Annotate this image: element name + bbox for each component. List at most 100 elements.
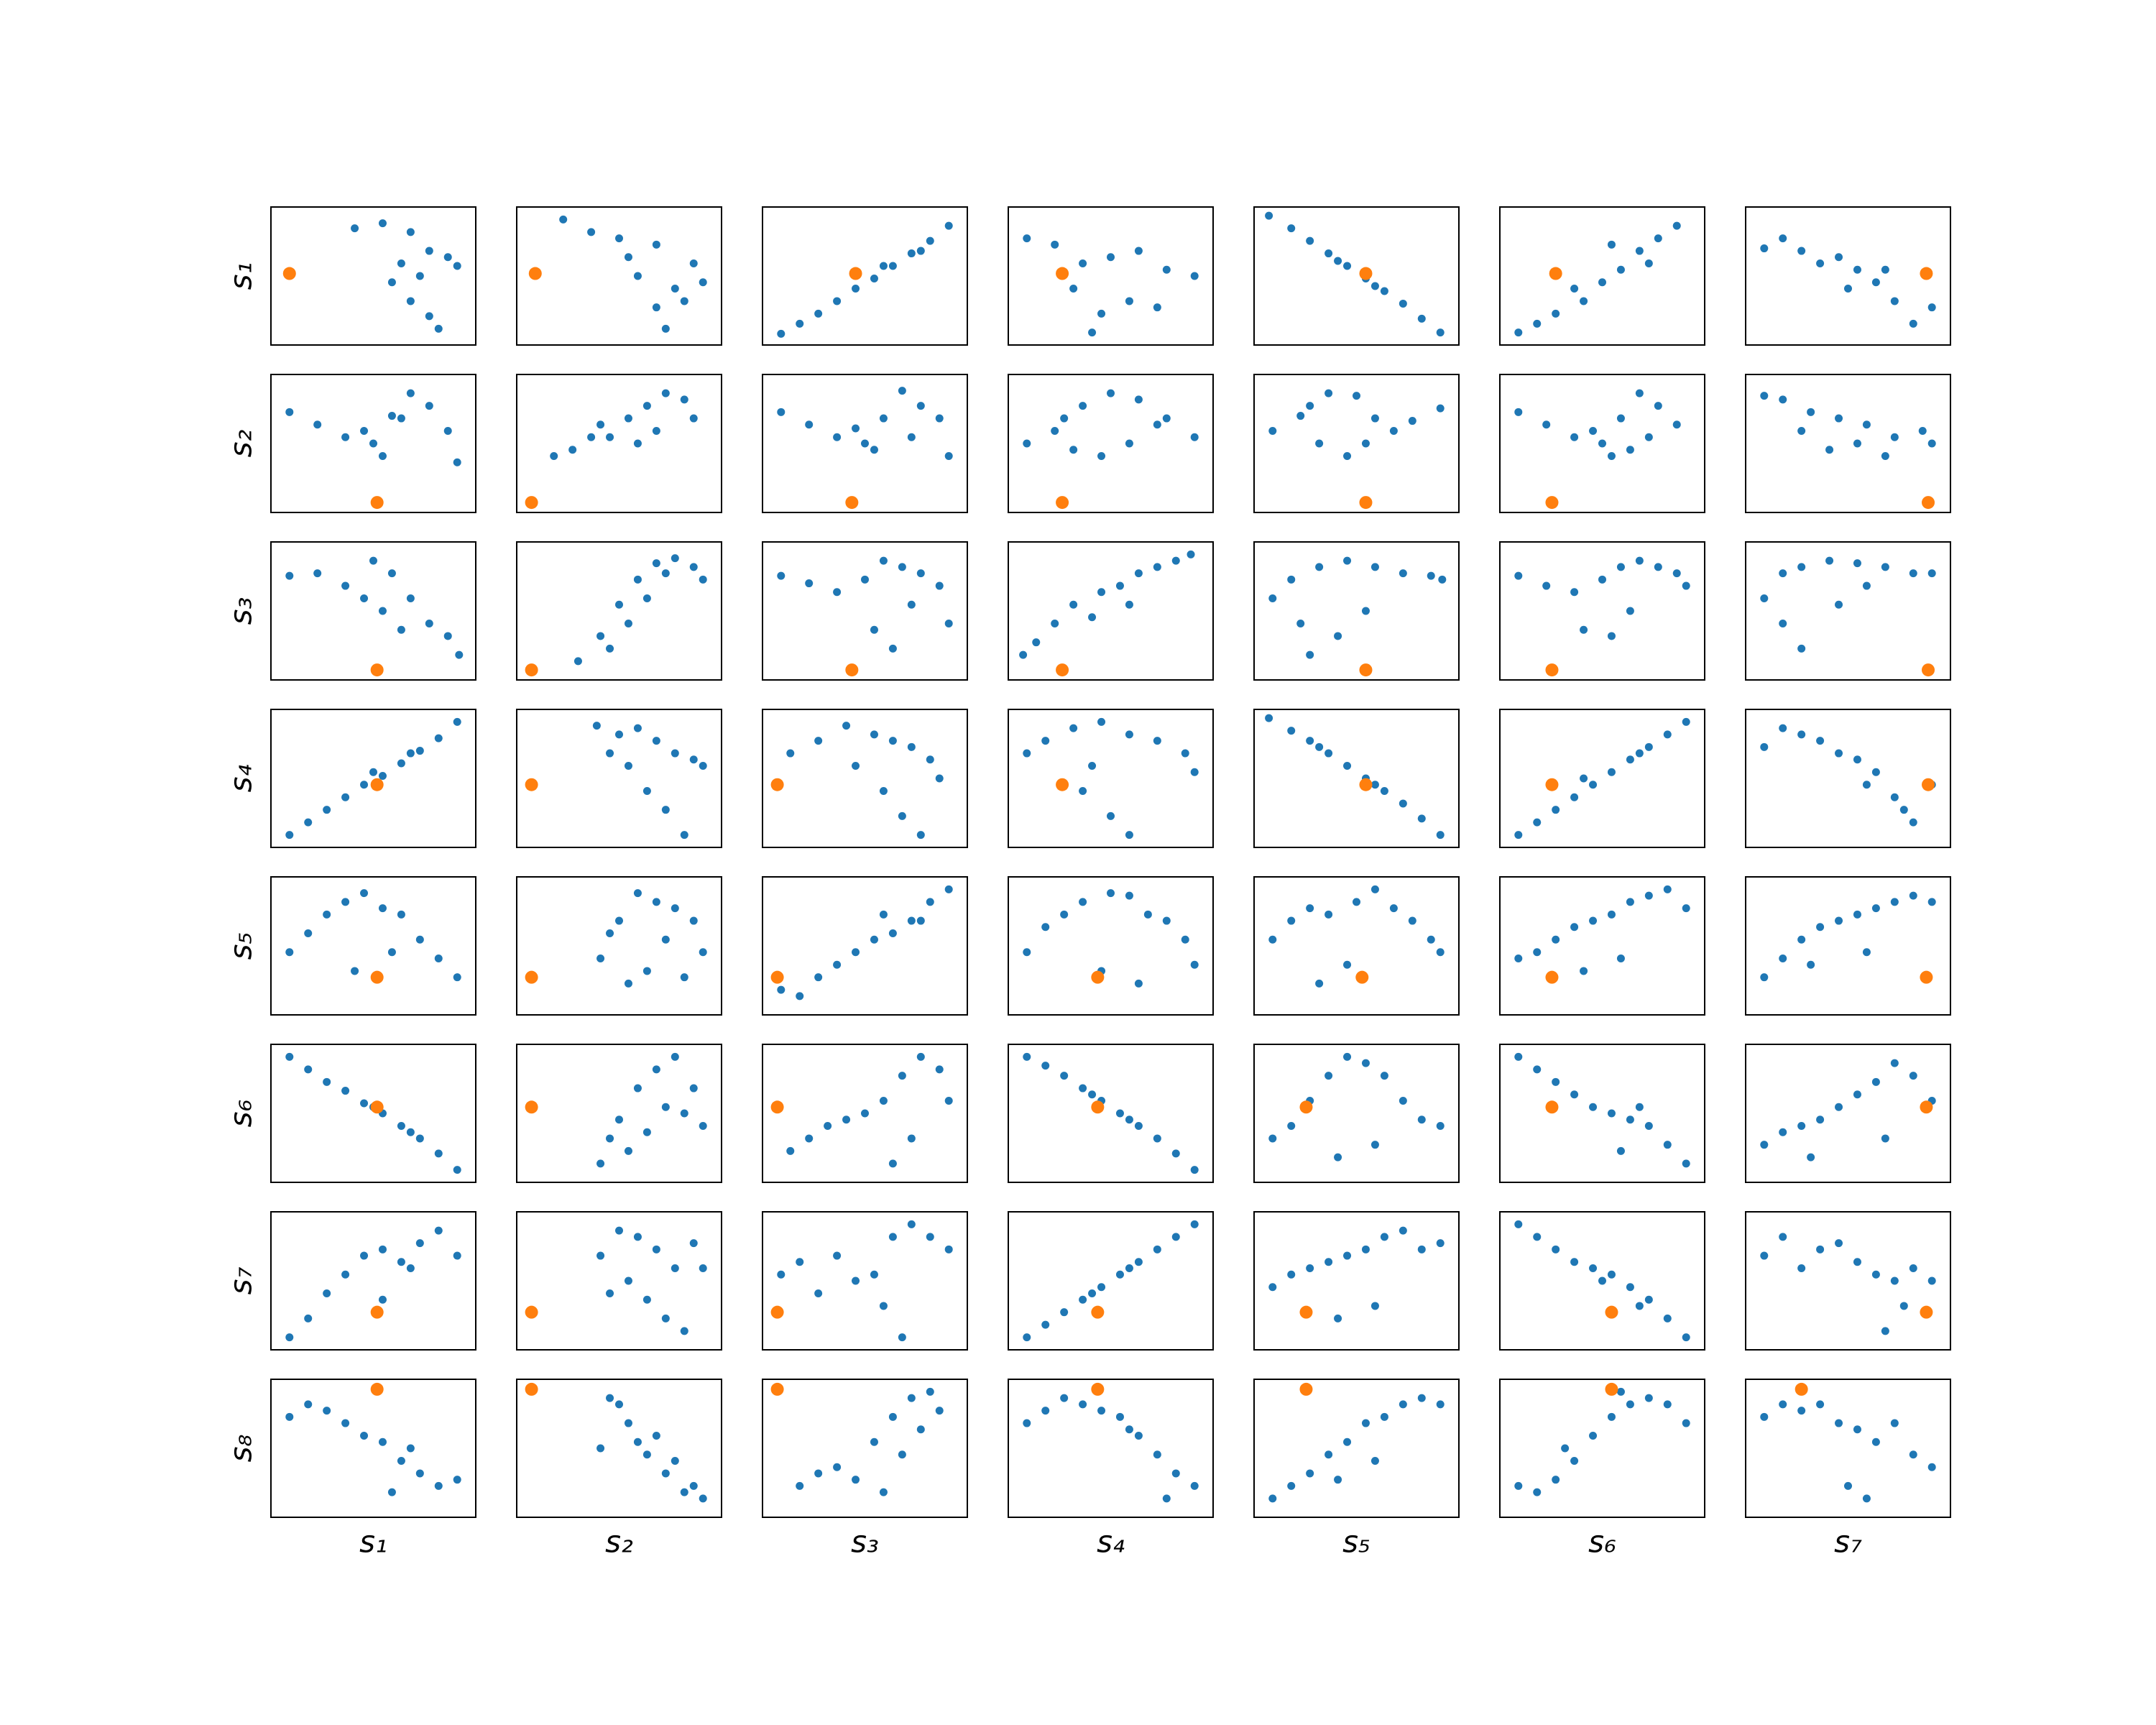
point xyxy=(1589,1432,1598,1440)
point xyxy=(1060,1072,1069,1080)
point xyxy=(378,1438,387,1446)
point xyxy=(1115,1109,1124,1118)
marker-point xyxy=(525,1100,538,1114)
point xyxy=(689,916,698,925)
point xyxy=(1436,948,1445,957)
panel-frame xyxy=(1008,541,1214,681)
point xyxy=(397,1121,405,1130)
point xyxy=(1417,1245,1426,1254)
point xyxy=(415,1469,424,1478)
point xyxy=(1306,904,1314,913)
point xyxy=(898,811,906,820)
point xyxy=(378,904,387,913)
point xyxy=(1589,427,1598,436)
point xyxy=(1779,569,1787,578)
point xyxy=(341,1419,350,1427)
panel-frame xyxy=(1253,206,1460,346)
point xyxy=(387,948,396,957)
point xyxy=(1069,446,1078,454)
marker-point xyxy=(770,1100,784,1114)
point xyxy=(1051,240,1059,249)
point xyxy=(624,619,632,627)
point xyxy=(1607,240,1616,249)
point xyxy=(642,1450,651,1459)
point xyxy=(680,973,688,982)
point xyxy=(935,1065,944,1074)
point xyxy=(360,427,369,436)
point xyxy=(1079,259,1087,268)
point xyxy=(1635,556,1644,565)
point xyxy=(1835,600,1843,609)
point xyxy=(1779,395,1787,404)
point xyxy=(313,569,322,578)
panel xyxy=(1499,709,1705,848)
point xyxy=(1125,891,1133,900)
point xyxy=(1607,768,1616,776)
point xyxy=(1607,1412,1616,1421)
point xyxy=(1125,1116,1133,1124)
point xyxy=(285,1412,294,1421)
panel-frame xyxy=(1499,1211,1705,1351)
point xyxy=(1190,272,1199,280)
point xyxy=(1427,571,1435,580)
point xyxy=(453,458,461,466)
point xyxy=(1023,1333,1031,1342)
point xyxy=(573,657,582,666)
point xyxy=(1334,1153,1342,1162)
point xyxy=(1306,1469,1314,1478)
point xyxy=(916,569,925,578)
point xyxy=(1306,236,1314,245)
point xyxy=(397,910,405,919)
point xyxy=(1626,1400,1634,1409)
point xyxy=(606,749,614,758)
point xyxy=(369,768,377,776)
point xyxy=(1334,257,1342,265)
point xyxy=(1417,314,1426,323)
point xyxy=(1134,247,1143,255)
marker-point xyxy=(1359,496,1373,510)
marker-point xyxy=(370,970,384,984)
panel xyxy=(1253,206,1460,346)
marker-point xyxy=(1299,1382,1313,1396)
point xyxy=(1570,923,1579,932)
point xyxy=(1361,1419,1370,1427)
point xyxy=(1616,954,1625,962)
point xyxy=(1268,1134,1277,1143)
point xyxy=(852,1276,860,1285)
marker-point xyxy=(370,1305,384,1319)
point xyxy=(1268,594,1277,603)
point xyxy=(842,1116,851,1124)
point xyxy=(360,889,369,898)
point xyxy=(1825,556,1834,565)
panel xyxy=(516,1379,722,1518)
point xyxy=(1844,284,1852,293)
point xyxy=(1797,563,1806,571)
panel-frame xyxy=(1499,1379,1705,1518)
point xyxy=(1626,755,1634,764)
marker-point xyxy=(525,1382,538,1396)
point xyxy=(907,1394,916,1402)
point xyxy=(1616,1387,1625,1396)
point xyxy=(1051,427,1059,436)
marker-point xyxy=(1359,663,1373,677)
point xyxy=(1370,414,1379,423)
panel-frame xyxy=(762,876,968,1016)
point xyxy=(434,954,443,962)
point xyxy=(642,402,651,410)
point xyxy=(1134,395,1143,404)
marker-point xyxy=(370,496,384,510)
point xyxy=(1171,1233,1180,1241)
point xyxy=(397,625,405,634)
marker-point xyxy=(525,970,538,984)
point xyxy=(1051,619,1059,627)
point xyxy=(415,272,424,280)
point xyxy=(814,1469,823,1478)
point xyxy=(907,600,916,609)
point xyxy=(1380,1072,1388,1080)
col-label: s₂ xyxy=(605,1524,633,1560)
panel xyxy=(516,206,722,346)
point xyxy=(633,272,642,280)
point xyxy=(1552,806,1560,814)
point xyxy=(1862,420,1871,429)
point xyxy=(1890,1059,1899,1067)
